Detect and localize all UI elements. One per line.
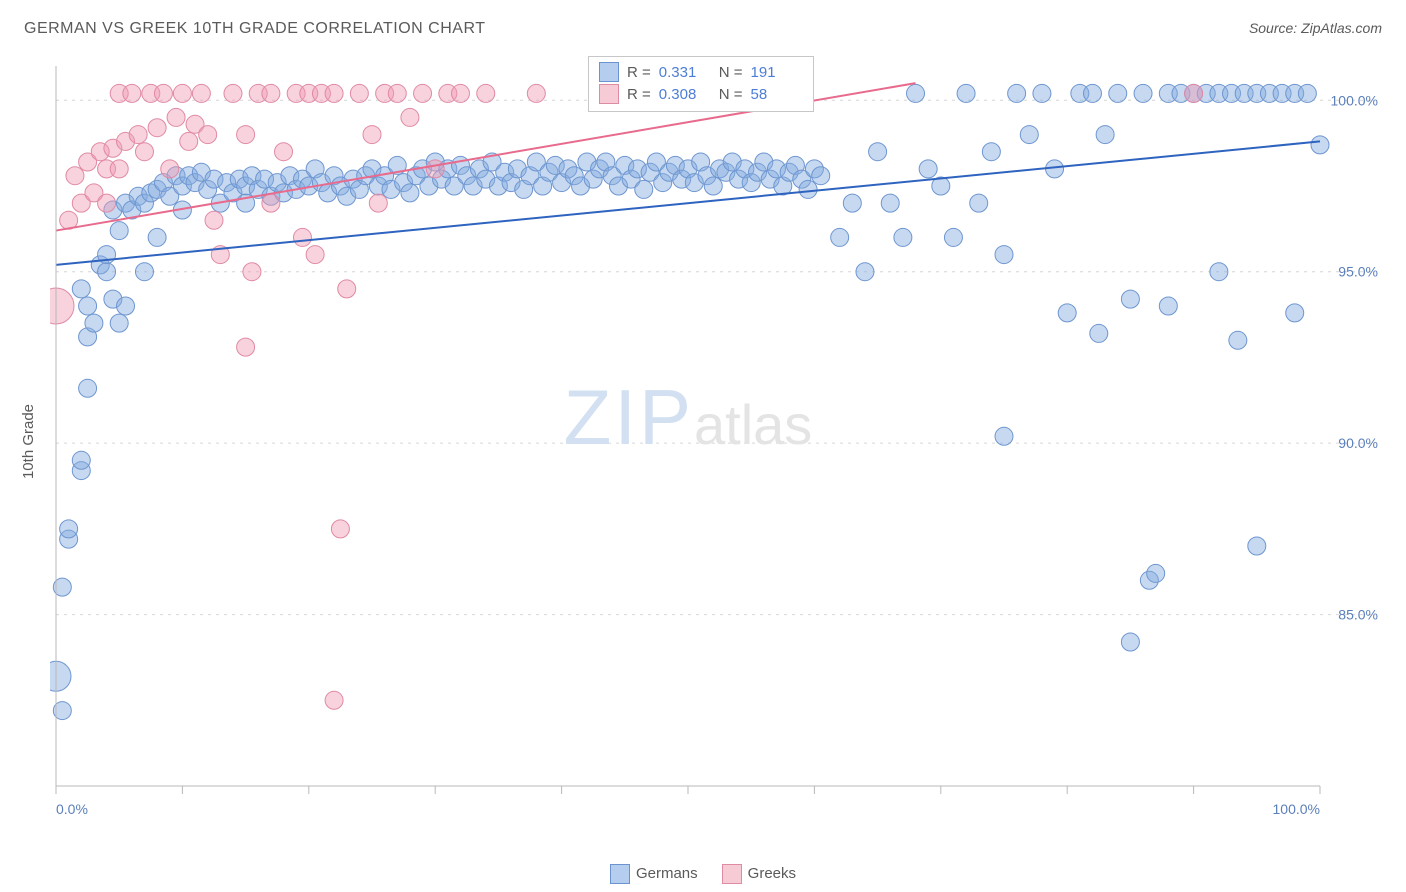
source-label: Source: ZipAtlas.com <box>1249 20 1382 36</box>
legend-swatch-icon <box>722 864 742 884</box>
legend-n-value: 191 <box>751 64 803 81</box>
legend-n-label: N = <box>719 86 743 103</box>
legend-series-label: Greeks <box>748 865 796 882</box>
legend-item: Germans <box>610 864 698 884</box>
legend-swatch-icon <box>599 84 619 104</box>
legend-r-label: R = <box>627 64 651 81</box>
chart-area: ZIPatlas85.0%90.0%95.0%100.0%0.0%100.0% … <box>50 56 1380 826</box>
legend-swatch-icon <box>599 62 619 82</box>
stats-legend-row: R = 0.331 N = 191 <box>599 61 803 83</box>
x-tick-label: 0.0% <box>56 801 88 817</box>
legend-swatch-icon <box>610 864 630 884</box>
y-axis-label: 10th Grade <box>14 56 44 826</box>
legend-r-label: R = <box>627 86 651 103</box>
legend-r-value: 0.308 <box>659 86 711 103</box>
legend-item: Greeks <box>722 864 796 884</box>
stats-legend-row: R = 0.308 N = 58 <box>599 83 803 105</box>
legend-r-value: 0.331 <box>659 64 711 81</box>
svg-text:ZIPatlas: ZIPatlas <box>564 373 813 461</box>
y-tick-label: 85.0% <box>1338 607 1378 623</box>
scatter-chart: ZIPatlas 85.0% 90.0% 95.0% 100.0% 0.0% 100.0% <box>50 56 1380 826</box>
legend-series-label: Germans <box>636 865 698 882</box>
series-legend: Germans Greeks <box>0 864 1406 884</box>
y-tick-label: 95.0% <box>1338 264 1378 280</box>
stats-legend: R = 0.331 N = 191 R = 0.308 N = 58 <box>588 56 814 112</box>
legend-n-label: N = <box>719 64 743 81</box>
legend-n-value: 58 <box>751 86 803 103</box>
y-tick-label: 100.0% <box>1331 92 1378 108</box>
y-tick-label: 90.0% <box>1338 435 1378 451</box>
chart-title: GERMAN VS GREEK 10TH GRADE CORRELATION C… <box>24 20 485 38</box>
x-tick-label: 100.0% <box>1273 801 1320 817</box>
